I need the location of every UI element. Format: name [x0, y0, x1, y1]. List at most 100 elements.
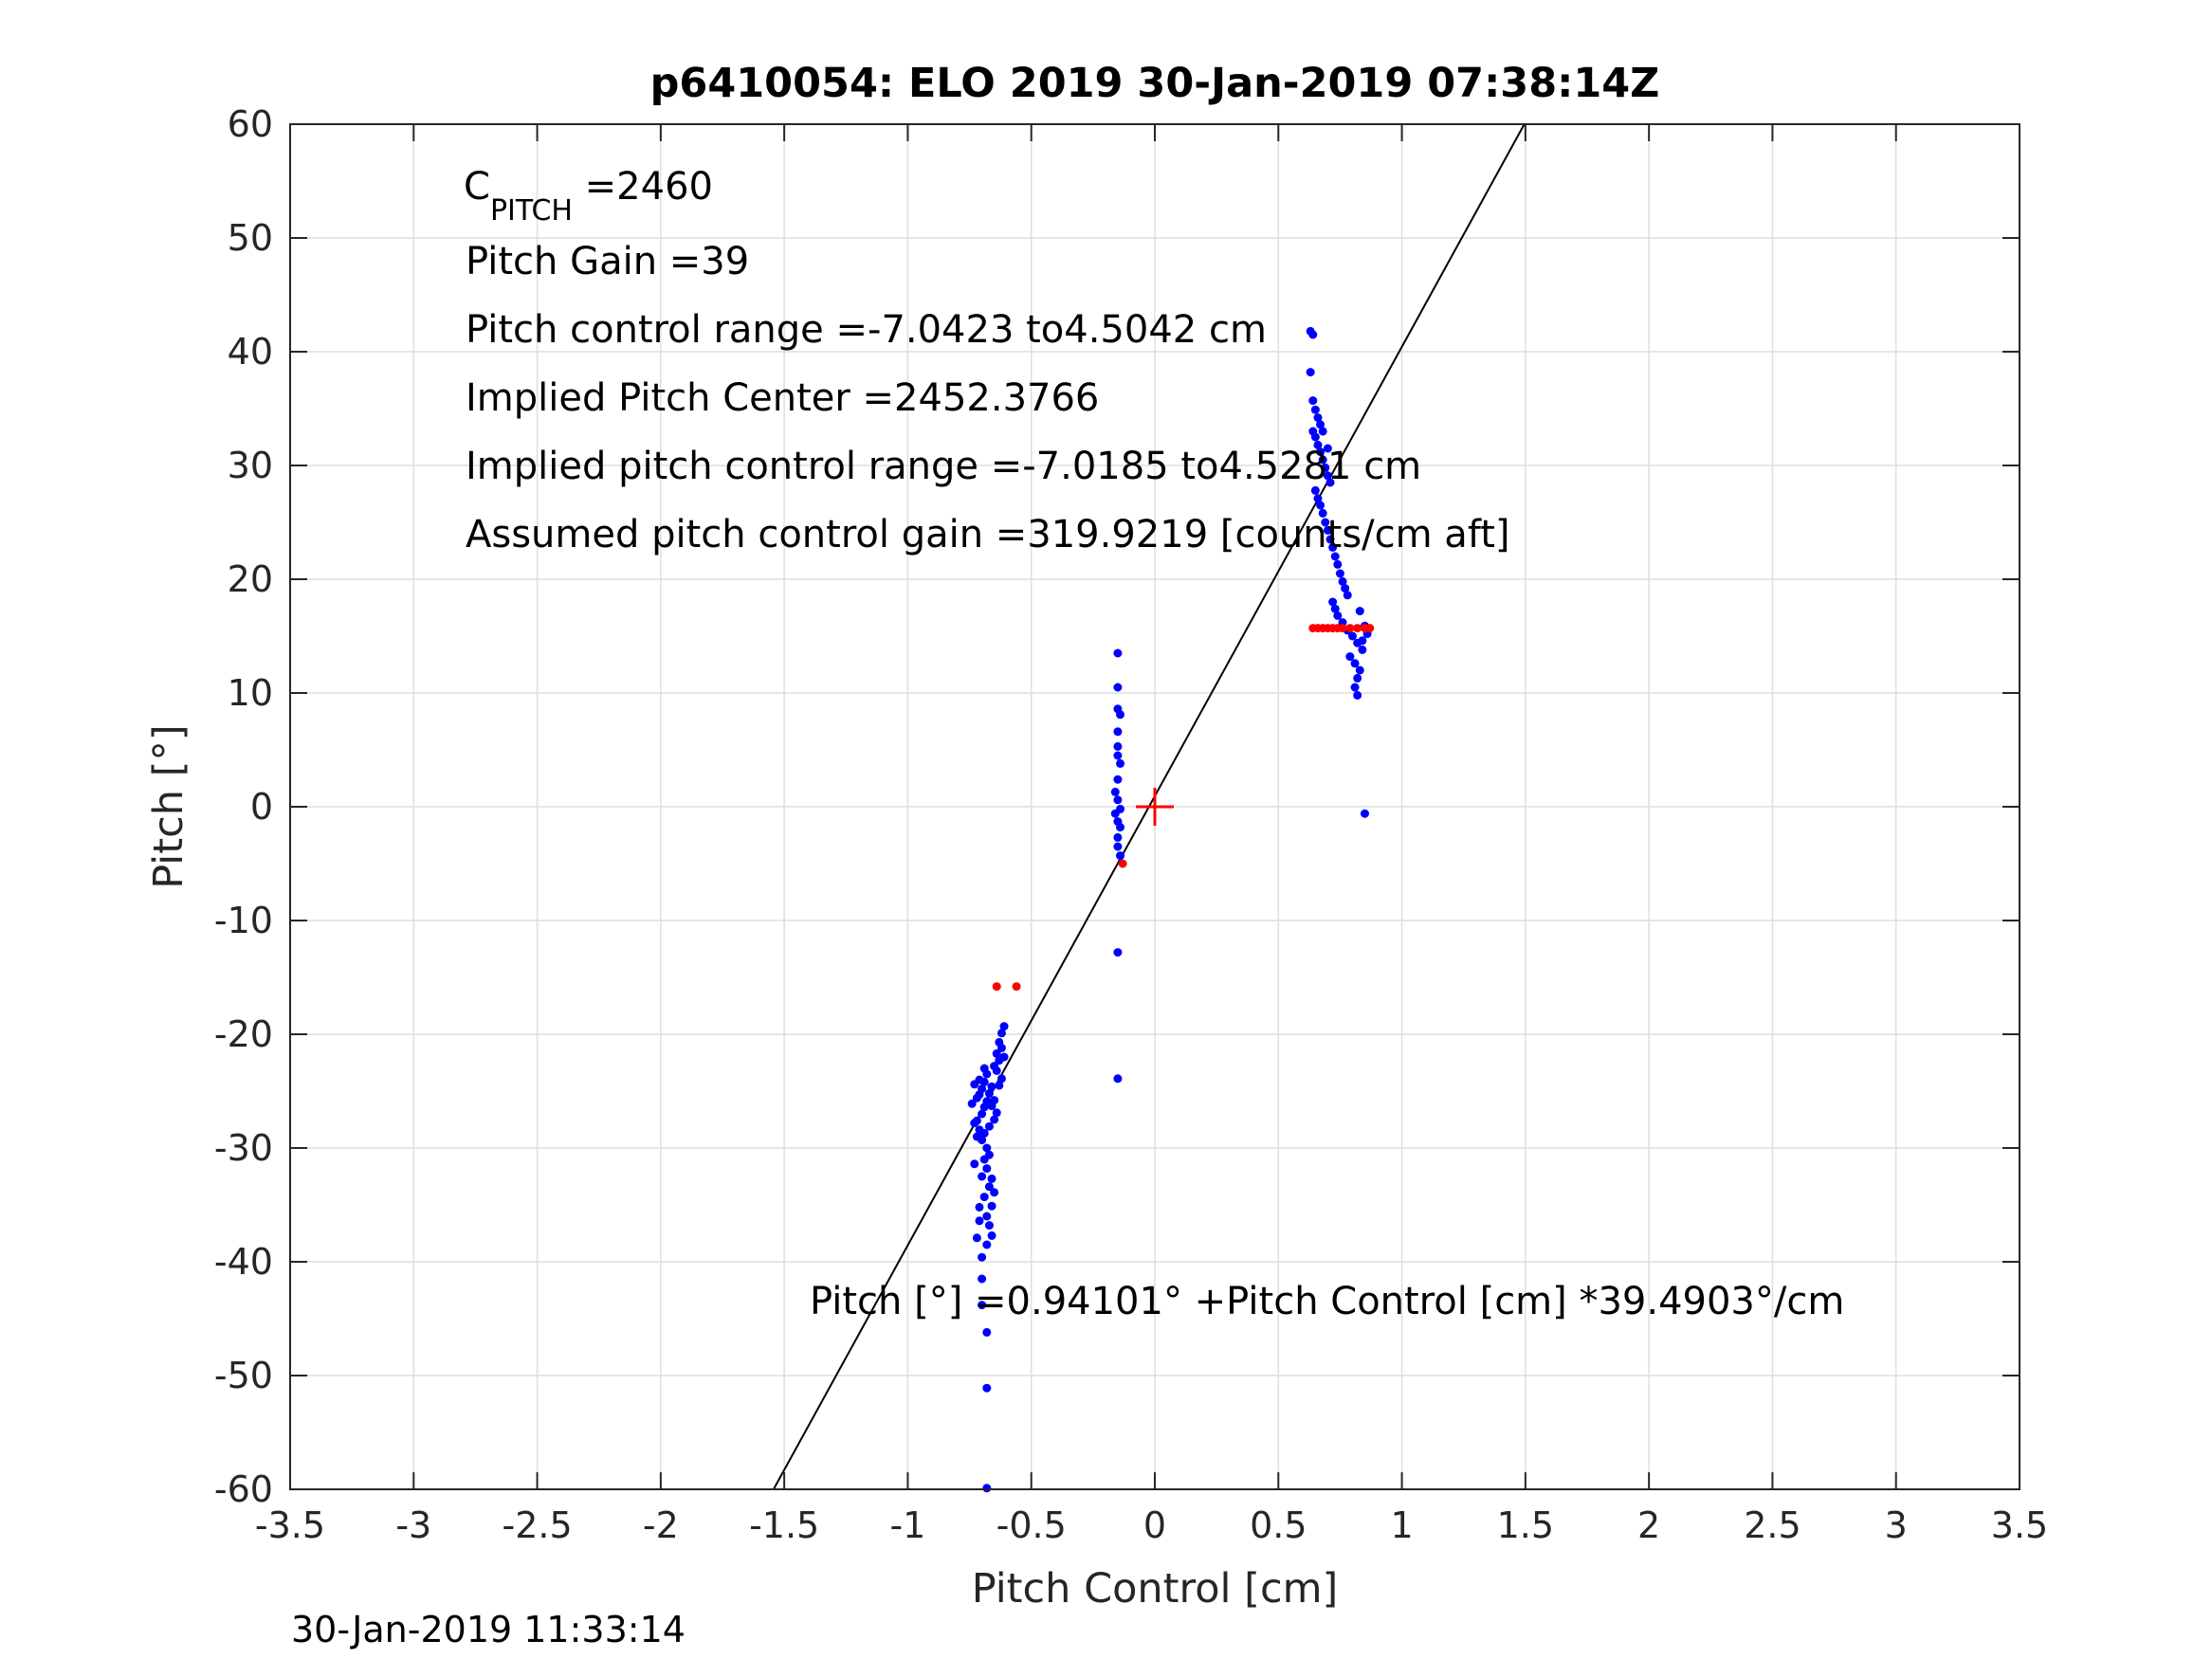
red-data-point: [1365, 624, 1375, 633]
blue-data-point: [1350, 683, 1360, 692]
blue-data-point: [1318, 455, 1327, 465]
blue-data-point: [1113, 775, 1123, 784]
x-tick-label: -2: [643, 1504, 679, 1546]
blue-data-point: [1316, 447, 1325, 457]
y-tick-label: -30: [214, 1127, 273, 1169]
blue-data-point: [987, 1174, 996, 1183]
x-tick-label: 2: [1637, 1504, 1660, 1546]
blue-data-point: [984, 1088, 994, 1098]
blue-data-point: [975, 1216, 984, 1226]
blue-data-point: [1113, 741, 1123, 751]
blue-data-point: [978, 1252, 987, 1262]
blue-data-point: [1335, 569, 1344, 578]
red-data-point: [1012, 982, 1021, 992]
implied-range-annotation: Implied pitch control range =-7.0185 to4…: [466, 445, 1421, 488]
blue-data-point: [982, 1164, 992, 1174]
blue-data-point: [1321, 518, 1330, 527]
blue-data-point: [999, 1052, 1009, 1062]
red-data-point: [1118, 859, 1127, 868]
red-data-point: [992, 982, 1001, 992]
blue-data-point: [978, 1172, 987, 1181]
blue-data-point: [1308, 396, 1318, 406]
blue-data-point: [982, 1240, 992, 1249]
blue-data-point: [1113, 648, 1123, 658]
blue-data-point: [1116, 758, 1125, 768]
blue-data-point: [987, 1102, 996, 1111]
chart-title: p6410054: ELO 2019 30-Jan-2019 07:38:14Z: [650, 60, 1660, 107]
x-tick-label: -2.5: [502, 1504, 572, 1546]
y-tick-label: 20: [228, 558, 273, 600]
blue-data-point: [1345, 652, 1355, 662]
blue-data-point: [1323, 444, 1332, 453]
blue-data-point: [1313, 494, 1323, 503]
blue-data-point: [1355, 665, 1364, 675]
blue-data-point: [1310, 485, 1320, 495]
x-tick-label: 3: [1885, 1504, 1908, 1546]
blue-data-point: [975, 1202, 984, 1212]
blue-data-point: [987, 1082, 996, 1091]
y-tick-label: -10: [214, 900, 273, 941]
red-data-point: [1353, 624, 1362, 633]
x-tick-label: 2.5: [1744, 1504, 1801, 1546]
blue-data-point: [972, 1233, 981, 1243]
blue-data-point: [987, 1231, 996, 1240]
x-tick-label: 0: [1143, 1504, 1166, 1546]
blue-data-point: [1116, 710, 1125, 720]
implied-center-annotation: Implied Pitch Center =2452.3766: [466, 376, 1099, 420]
blue-data-point: [1306, 368, 1315, 377]
blue-data-point: [1358, 645, 1367, 654]
blue-data-point: [1333, 611, 1343, 620]
blue-data-point: [1113, 751, 1123, 760]
center-marker: [1136, 788, 1174, 826]
blue-data-point: [1113, 842, 1123, 851]
x-tick-label: 1.5: [1497, 1504, 1554, 1546]
blue-data-point: [990, 1115, 999, 1124]
blue-data-point: [1360, 809, 1369, 818]
y-tick-label: 50: [228, 217, 273, 259]
y-tick-labels: -60 -50 -40 -30 -20 -10 0 10 20 30 40 50 60: [214, 103, 273, 1510]
blue-data-point: [992, 1048, 1001, 1058]
x-tick-label: -3: [395, 1504, 431, 1546]
blue-data-point: [1325, 478, 1335, 487]
blue-data-point: [990, 1062, 999, 1071]
blue-data-point: [995, 1037, 1004, 1047]
blue-data-point: [995, 1081, 1004, 1090]
blue-data-point: [992, 1108, 1001, 1118]
x-tick-label: 3.5: [1991, 1504, 2048, 1546]
blue-data-point: [982, 1143, 992, 1153]
blue-data-point: [979, 1193, 989, 1202]
y-tick-label: 0: [250, 786, 273, 828]
blue-data-point: [975, 1125, 984, 1135]
x-axis-label: Pitch Control [cm]: [972, 1565, 1339, 1613]
blue-data-point: [984, 1121, 994, 1131]
x-tick-labels: -3.5 -3 -2.5 -2 -1.5 -1 -0.5 0 0.5 1 1.5 2 2.5 3 3.5: [255, 1504, 2048, 1546]
blue-data-point: [982, 1327, 992, 1337]
blue-data-point: [1328, 597, 1338, 607]
blue-data-point: [1338, 576, 1347, 586]
blue-data-point: [1353, 690, 1362, 700]
blue-data-point: [1313, 413, 1323, 423]
blue-data-point: [1347, 631, 1357, 641]
fit-equation-annotation: Pitch [°] =0.94101° +Pitch Control [cm] …: [810, 1280, 1844, 1323]
blue-data-point: [970, 1119, 979, 1128]
blue-data-point: [1110, 787, 1120, 796]
blue-data-point: [972, 1093, 981, 1103]
blue-data-point: [1110, 809, 1120, 818]
blue-data-point: [1113, 683, 1123, 692]
assumed-gain-annotation: Assumed pitch control gain =319.9219 [co…: [466, 513, 1509, 556]
blue-data-point: [984, 1221, 994, 1231]
blue-data-point: [1318, 427, 1327, 436]
blue-data-point: [1358, 636, 1367, 646]
x-tick-label: -0.5: [996, 1504, 1067, 1546]
c-pitch-symbol: C: [464, 165, 490, 209]
x-tick-label: -1.5: [749, 1504, 819, 1546]
blue-data-point: [984, 1182, 994, 1192]
y-tick-label: -50: [214, 1355, 273, 1396]
blue-data-point: [1308, 427, 1318, 436]
footer-timestamp: 30-Jan-2019 11:33:14: [291, 1609, 686, 1650]
blue-data-point: [1330, 604, 1340, 613]
x-tick-label: -3.5: [255, 1504, 325, 1546]
c-pitch-subscript: PITCH: [490, 194, 573, 228]
blue-data-point: [987, 1201, 996, 1211]
